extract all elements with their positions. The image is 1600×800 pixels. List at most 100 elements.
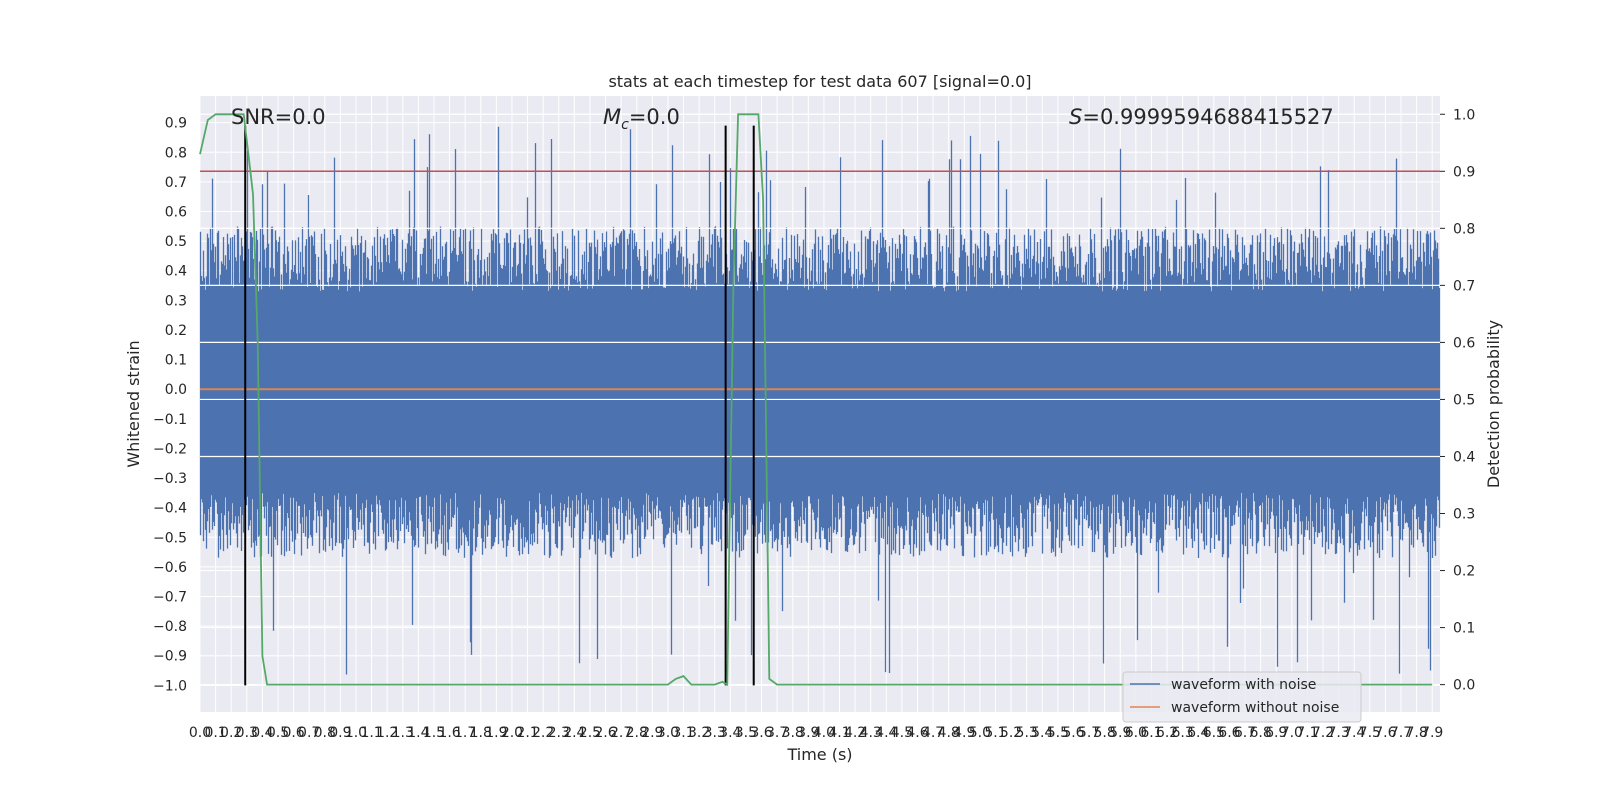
- y2-tick-label: 0.6: [1453, 335, 1475, 351]
- legend-label-noise: waveform with noise: [1171, 677, 1316, 693]
- y2-tick-label: 0.2: [1453, 564, 1475, 580]
- x-tick-label: 7.9: [1421, 725, 1443, 741]
- x-axis-ticks: 0.00.10.20.30.40.50.60.70.80.91.01.11.21…: [189, 725, 1443, 741]
- x-tick-label: 5.0: [969, 725, 991, 741]
- y-tick-label: 0.6: [165, 205, 187, 221]
- y-tick-label: −0.2: [153, 441, 187, 457]
- x-tick-label: 2.1: [516, 725, 538, 741]
- x-tick-label: 3.0: [657, 725, 679, 741]
- x-tick-label: 3.3: [704, 725, 726, 741]
- y-tick-label: −0.6: [153, 560, 187, 576]
- x-tick-label: 4.6: [906, 725, 928, 741]
- y2-tick-label: 0.5: [1453, 392, 1475, 408]
- x-tick-label: 7.0: [1281, 725, 1303, 741]
- y-tick-label: 0.1: [165, 353, 187, 369]
- y-tick-label: −0.4: [153, 501, 187, 517]
- y2-axis-label: Detection probability: [1484, 320, 1503, 488]
- x-tick-label: 4.5: [891, 725, 913, 741]
- x-tick-label: 0.7: [298, 725, 320, 741]
- mc-symbol: M: [603, 105, 621, 129]
- x-tick-label: 1.1: [360, 725, 382, 741]
- y-tick-label: −0.1: [153, 412, 187, 428]
- x-tick-label: 6.6: [1218, 725, 1240, 741]
- x-tick-label: 4.3: [860, 725, 882, 741]
- legend-label-clean: waveform without noise: [1171, 700, 1339, 716]
- y-tick-label: −0.5: [153, 530, 187, 546]
- x-tick-label: 0.3: [236, 725, 258, 741]
- x-tick-label: 1.5: [423, 725, 445, 741]
- x-tick-label: 0.8: [314, 725, 336, 741]
- x-tick-label: 2.7: [610, 725, 632, 741]
- mc-subscript: c: [621, 117, 629, 133]
- y-tick-label: −0.3: [153, 471, 187, 487]
- x-tick-label: 2.9: [641, 725, 663, 741]
- x-tick-label: 0.1: [204, 725, 226, 741]
- x-tick-label: 3.4: [719, 725, 741, 741]
- y2-tick-label: 0.0: [1453, 678, 1475, 694]
- mc-value: =0.0: [629, 105, 680, 129]
- x-tick-label: 6.0: [1125, 725, 1147, 741]
- chart-title: stats at each timestep for test data 607…: [608, 72, 1031, 91]
- x-tick-label: 1.4: [407, 725, 429, 741]
- x-tick-label: 3.5: [735, 725, 757, 741]
- x-tick-label: 6.3: [1172, 725, 1194, 741]
- x-tick-label: 3.1: [672, 725, 694, 741]
- x-tick-label: 0.0: [189, 725, 211, 741]
- x-tick-label: 1.9: [485, 725, 507, 741]
- y2-tick-label: 0.9: [1453, 164, 1475, 180]
- y-tick-label: −1.0: [153, 678, 187, 694]
- x-tick-label: 7.8: [1405, 725, 1427, 741]
- x-tick-label: 4.2: [844, 725, 866, 741]
- x-tick-label: 3.6: [750, 725, 772, 741]
- x-tick-label: 5.2: [1000, 725, 1022, 741]
- line-layer: [199, 113, 1440, 687]
- x-tick-label: 4.7: [922, 725, 944, 741]
- snr-annotation: SNR=0.0: [231, 105, 326, 129]
- x-tick-label: 5.5: [1047, 725, 1069, 741]
- y-axis-label: Whitened strain: [124, 340, 143, 467]
- x-tick-label: 2.4: [563, 725, 585, 741]
- x-tick-label: 7.5: [1359, 725, 1381, 741]
- x-tick-label: 0.2: [220, 725, 242, 741]
- x-tick-label: 7.2: [1312, 725, 1334, 741]
- y-tick-label: −0.9: [153, 649, 187, 665]
- detection-probability-line: [199, 113, 1433, 687]
- y-tick-label: 0.4: [165, 264, 187, 280]
- x-tick-label: 5.9: [1109, 725, 1131, 741]
- x-tick-label: 1.6: [438, 725, 460, 741]
- y-axis-ticks: 0.9 0.8 0.7 0.6 0.5 0.4 0.3 0.2 0.1 0.0 −0.1 −0.2 −0…: [153, 116, 187, 695]
- y2-axis-ticks: 1.0 0.9 0.8 0.7 0.6 0.5 0.4 0.3 0.2 0.1 0.0: [1440, 107, 1475, 694]
- x-tick-label: 2.6: [594, 725, 616, 741]
- x-tick-label: 0.5: [267, 725, 289, 741]
- x-tick-label: 3.7: [766, 725, 788, 741]
- x-tick-label: 4.8: [938, 725, 960, 741]
- x-tick-label: 0.4: [251, 725, 273, 741]
- x-tick-label: 6.5: [1203, 725, 1225, 741]
- y-tick-label: 0.2: [165, 323, 187, 339]
- x-tick-label: 7.3: [1327, 725, 1349, 741]
- x-tick-label: 6.8: [1249, 725, 1271, 741]
- x-tick-label: 4.1: [828, 725, 850, 741]
- x-tick-label: 1.2: [376, 725, 398, 741]
- score-annotation: S=0.9999594688415527: [1069, 105, 1334, 129]
- y-tick-label: 0.9: [165, 116, 187, 132]
- y2-tick-label: 1.0: [1453, 107, 1475, 123]
- chirp-mass-annotation: Mc=0.0: [603, 105, 680, 133]
- y-tick-label: 0.5: [165, 234, 187, 250]
- x-tick-label: 6.2: [1156, 725, 1178, 741]
- x-tick-label: 3.9: [797, 725, 819, 741]
- x-tick-label: 1.3: [392, 725, 414, 741]
- y2-tick-label: 0.1: [1453, 621, 1475, 637]
- x-tick-label: 2.3: [548, 725, 570, 741]
- y-tick-label: 0.3: [165, 293, 187, 309]
- x-tick-label: 6.1: [1140, 725, 1162, 741]
- x-tick-label: 1.0: [345, 725, 367, 741]
- x-tick-label: 5.3: [1016, 725, 1038, 741]
- y-tick-label: 0.8: [165, 145, 187, 161]
- y2-tick-label: 0.4: [1453, 449, 1475, 465]
- x-tick-label: 2.8: [626, 725, 648, 741]
- legend-box: [1122, 671, 1362, 723]
- x-tick-label: 7.7: [1390, 725, 1412, 741]
- x-tick-label: 5.8: [1094, 725, 1116, 741]
